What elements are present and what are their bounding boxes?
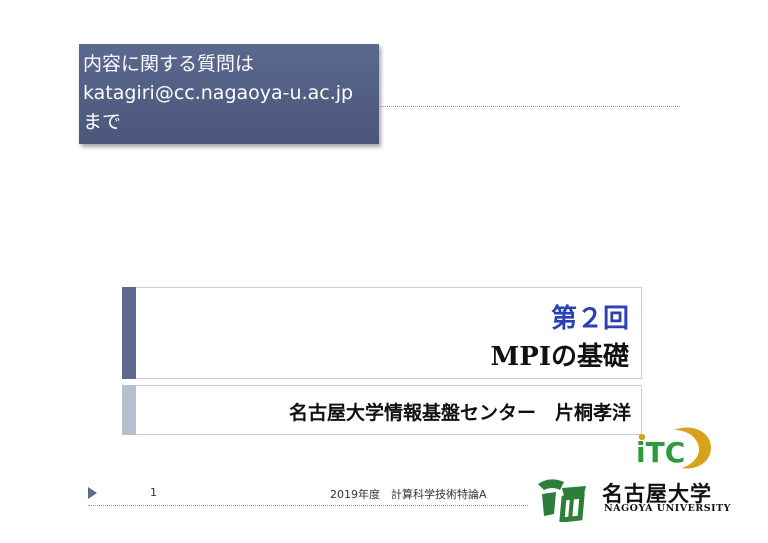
subtitle-block: 名古屋大学情報基盤センター 片桐孝洋 bbox=[136, 385, 642, 435]
university-name: 名古屋大学 bbox=[602, 481, 712, 506]
contact-line-3: まで bbox=[83, 111, 122, 133]
header-dotted-rule bbox=[380, 106, 680, 107]
contact-line-1: 内容に関する質問は bbox=[83, 53, 255, 75]
title-accent-bar bbox=[122, 287, 136, 379]
contact-box: 内容に関する質問は katagiri@cc.nagaoya-u.ac.jp まで bbox=[79, 44, 379, 144]
subtitle-accent-bar bbox=[122, 385, 136, 435]
itc-text: iTC bbox=[636, 436, 685, 469]
course-name: 2019年度 計算科学技術特論A bbox=[330, 488, 487, 501]
itc-swoosh bbox=[674, 427, 712, 469]
page-number: 1 bbox=[150, 486, 157, 499]
contact-email: katagiri@cc.nagaoya-u.ac.jp bbox=[83, 82, 354, 104]
footer-arrow-icon bbox=[88, 487, 97, 499]
footer-dotted-rule bbox=[88, 505, 528, 506]
title-block: 第２回 MPIの基礎 bbox=[136, 287, 642, 379]
itc-logo: iTC bbox=[636, 427, 712, 469]
itc-dot bbox=[638, 433, 646, 441]
nagoya-university-mark bbox=[538, 479, 586, 522]
lecture-number: 第２回 bbox=[550, 304, 629, 334]
lecture-title: MPIの基礎 bbox=[490, 342, 630, 372]
university-english-name: NAGOYA UNIVERSITY bbox=[604, 503, 731, 514]
author-affiliation: 名古屋大学情報基盤センター 片桐孝洋 bbox=[288, 402, 631, 424]
